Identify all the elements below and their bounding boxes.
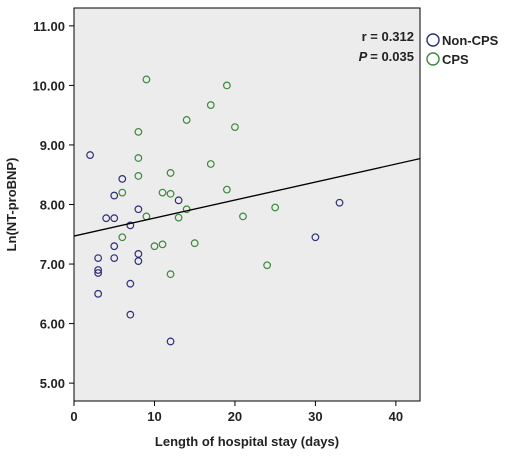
y-tick-label: 7.00 — [40, 257, 65, 272]
non-cps-point — [134, 257, 143, 265]
non-cps-point — [86, 151, 94, 159]
legend-marker-cps — [426, 52, 440, 66]
x-tick-label: 10 — [147, 409, 161, 424]
y-tick-label: 11.00 — [33, 19, 65, 34]
non-cps-point — [126, 310, 135, 319]
cps-point — [231, 123, 239, 131]
cps-point — [263, 261, 272, 270]
cps-point — [190, 239, 199, 248]
cps-point — [182, 205, 191, 214]
cps-point — [166, 189, 175, 198]
non-cps-point — [311, 233, 320, 242]
non-cps-point — [94, 289, 103, 298]
cps-point — [118, 188, 127, 197]
plot-area — [73, 7, 421, 402]
cps-point — [118, 233, 127, 242]
p-value: = 0.035 — [370, 49, 414, 64]
non-cps-point — [174, 196, 183, 205]
data-points — [86, 75, 344, 346]
x-axis-title: Length of hospital stay (days) — [155, 434, 339, 449]
y-tick-label: 5.00 — [40, 376, 65, 391]
non-cps-point — [126, 279, 135, 288]
cps-point — [222, 81, 231, 90]
cps-point — [134, 127, 143, 136]
non-cps-point — [335, 198, 344, 207]
regression-line — [73, 158, 421, 237]
non-cps-point — [94, 254, 103, 262]
y-axis: 5.00 6.00 7.00 8.00 9.00 10.00 11.00 — [32, 19, 74, 391]
cps-point — [166, 169, 175, 177]
cps-point — [271, 203, 280, 212]
cps-point — [174, 213, 183, 222]
x-tick-label: 20 — [228, 409, 242, 424]
legend-marker-non-cps — [426, 33, 440, 47]
cps-point — [134, 154, 143, 162]
non-cps-point — [110, 254, 119, 262]
non-cps-point — [126, 221, 135, 230]
cps-point — [206, 160, 215, 168]
cps-point — [206, 101, 215, 109]
non-cps-point — [166, 337, 175, 346]
non-cps-point — [110, 214, 119, 223]
cps-point — [134, 172, 143, 180]
non-cps-point — [102, 214, 111, 223]
non-cps-point — [110, 191, 119, 200]
non-cps-point — [118, 174, 127, 183]
cps-point — [182, 116, 191, 124]
cps-point — [142, 75, 151, 84]
x-tick-label: 0 — [70, 409, 77, 424]
cps-point — [158, 188, 167, 197]
y-tick-label: 9.00 — [40, 138, 65, 153]
non-cps-point — [110, 242, 119, 251]
x-tick-label: 30 — [308, 409, 322, 424]
cps-point — [166, 270, 175, 279]
y-tick-label: 8.00 — [40, 198, 65, 213]
x-axis: 0 10 20 30 40 — [70, 401, 403, 424]
y-tick-label: 10.00 — [32, 78, 65, 93]
non-cps-point — [94, 269, 103, 277]
cps-point — [150, 242, 159, 251]
legend: Non-CPS CPS — [426, 33, 499, 67]
x-tick-label: 40 — [389, 409, 403, 424]
non-cps-point — [134, 205, 143, 214]
cps-point — [222, 185, 231, 194]
p-annotation: P = 0.035 — [359, 49, 414, 64]
y-axis-title: Ln(NT-proBNP) — [4, 158, 19, 252]
legend-label-cps: CPS — [442, 52, 469, 67]
p-symbol: P — [359, 49, 368, 64]
r-annotation: r = 0.312 — [362, 29, 414, 44]
y-tick-label: 6.00 — [40, 317, 65, 332]
legend-label-non-cps: Non-CPS — [442, 33, 499, 48]
cps-point — [158, 240, 167, 249]
non-cps-point — [94, 266, 103, 274]
cps-point — [239, 212, 247, 221]
